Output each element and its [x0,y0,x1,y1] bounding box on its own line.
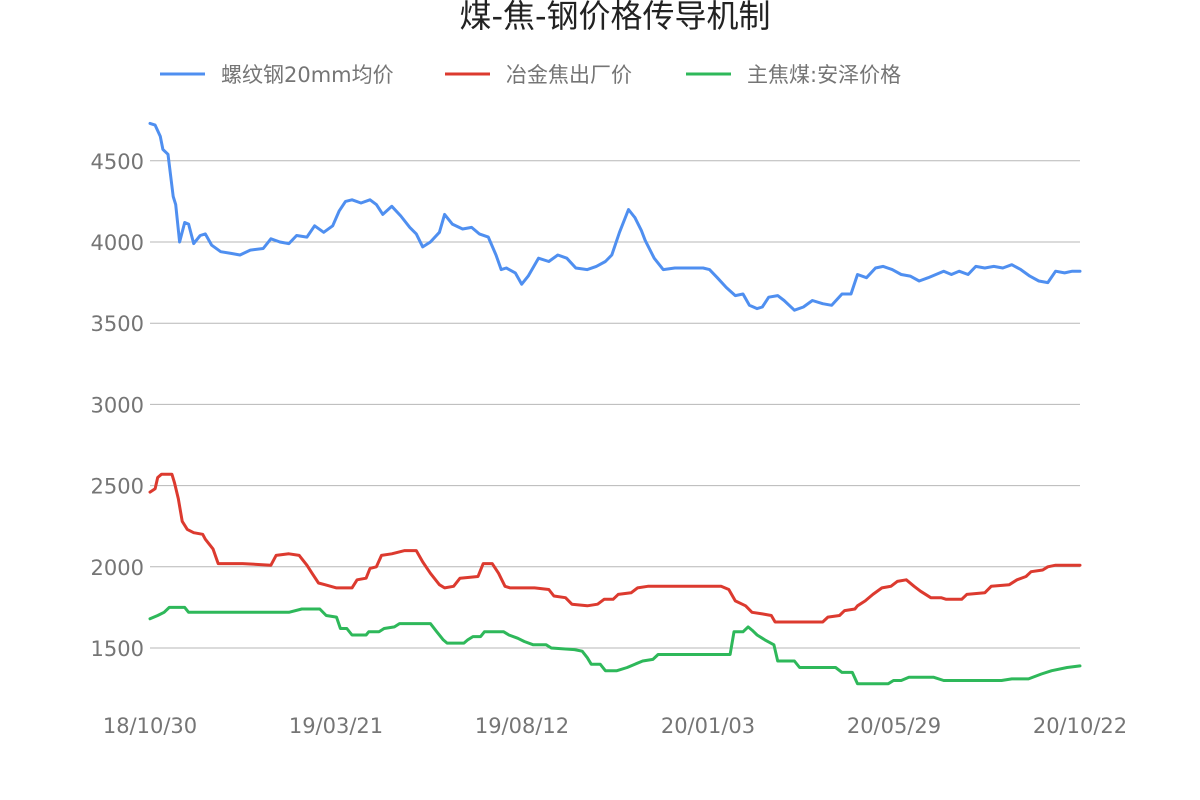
series-line-coke [148,472,1082,624]
x-tick-label: 20/01/03 [661,714,755,738]
series-line-rebar [148,121,1082,312]
x-tick-label: 20/05/29 [847,714,941,738]
legend: 螺纹钢20mm均价 冶金焦出厂价 主焦煤:安泽价格 [160,63,901,87]
y-axis-ticks: 1500 2000 2500 3000 3500 4000 4500 [91,150,144,661]
legend-entry-coking-coal[interactable]: 主焦煤:安泽价格 [686,63,901,87]
y-tick-label: 2500 [91,475,144,499]
legend-label-rebar: 螺纹钢20mm均价 [221,63,394,87]
y-tick-label: 2000 [91,556,144,580]
x-tick-label: 20/10/22 [1033,714,1127,738]
chart-title: 煤-焦-钢价格传导机制 [459,0,770,35]
x-tick-label: 19/03/21 [289,714,383,738]
legend-label-coke: 冶金焦出厂价 [506,63,632,87]
legend-entry-coke[interactable]: 冶金焦出厂价 [445,63,632,87]
y-tick-label: 4000 [91,231,144,255]
series-lines [148,121,1082,686]
legend-label-coking-coal: 主焦煤:安泽价格 [747,63,901,87]
x-tick-label: 19/08/12 [475,714,569,738]
y-tick-label: 4500 [91,150,144,174]
y-tick-label: 3500 [91,312,144,336]
y-tick-label: 1500 [91,637,144,661]
series-line-coking-coal [148,605,1082,686]
x-axis-ticks: 18/10/30 19/03/21 19/08/12 20/01/03 20/05/29… [103,714,1127,738]
y-tick-label: 3000 [91,393,144,417]
x-tick-label: 18/10/30 [103,714,197,738]
gridlines [150,160,1080,649]
legend-entry-rebar[interactable]: 螺纹钢20mm均价 [160,63,394,87]
